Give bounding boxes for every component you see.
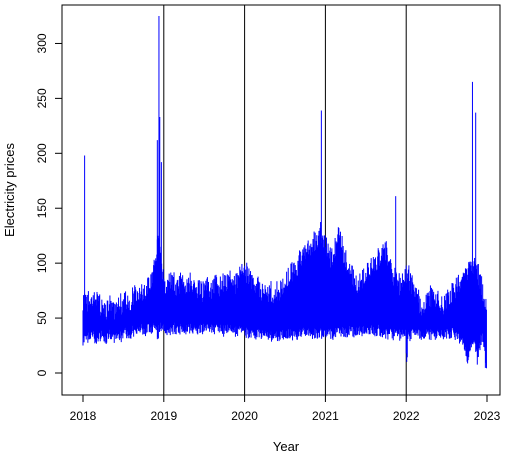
y-tick-label-100: 100 xyxy=(35,253,49,273)
x-tick-label-2022: 2022 xyxy=(393,409,420,423)
y-tick-label-0: 0 xyxy=(35,369,49,376)
x-axis: 2018 2019 2020 2021 2022 2023 xyxy=(70,394,501,423)
x-tick-label-2020: 2020 xyxy=(231,409,258,423)
x-tick-label-2021: 2021 xyxy=(312,409,339,423)
y-tick-label-200: 200 xyxy=(35,143,49,163)
y-tick-label-50: 50 xyxy=(35,311,49,325)
x-axis-title: Year xyxy=(273,439,300,453)
x-tick-label-2023: 2023 xyxy=(474,409,501,423)
y-tick-label-250: 250 xyxy=(35,88,49,108)
y-tick-label-150: 150 xyxy=(35,198,49,218)
y-axis: 0 50 100 150 200 250 300 xyxy=(35,33,63,376)
x-tick-label-2019: 2019 xyxy=(150,409,177,423)
y-axis-title: Electricity prices xyxy=(2,143,17,237)
y-tick-label-300: 300 xyxy=(35,33,49,53)
x-tick-label-2018: 2018 xyxy=(70,409,97,423)
price-series xyxy=(82,16,487,369)
